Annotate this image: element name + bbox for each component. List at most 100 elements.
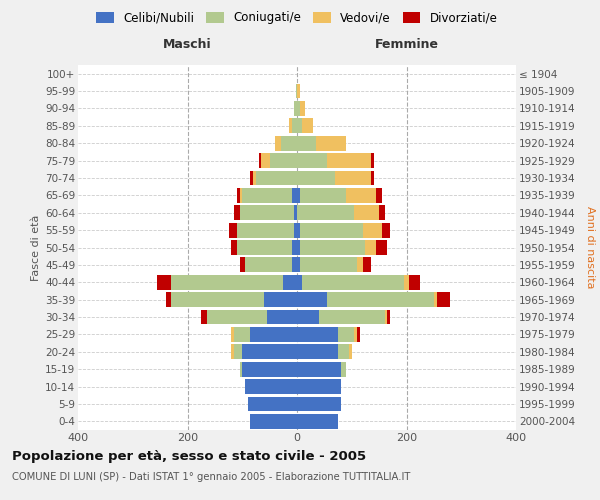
Bar xyxy=(362,258,371,272)
Bar xyxy=(237,222,294,238)
Bar xyxy=(371,153,374,168)
Bar xyxy=(297,206,355,220)
Bar xyxy=(297,379,341,394)
Bar xyxy=(355,327,357,342)
Bar xyxy=(357,327,360,342)
Bar xyxy=(297,292,327,307)
Y-axis label: Fasce di età: Fasce di età xyxy=(31,214,41,280)
Bar xyxy=(206,310,267,324)
Bar xyxy=(234,206,239,220)
Text: Popolazione per età, sesso e stato civile - 2005: Popolazione per età, sesso e stato civil… xyxy=(12,450,366,463)
Bar xyxy=(237,188,239,202)
Bar xyxy=(319,310,385,324)
Bar xyxy=(327,292,434,307)
Bar xyxy=(256,170,297,186)
Text: Maschi: Maschi xyxy=(163,38,212,51)
Bar xyxy=(297,153,327,168)
Bar xyxy=(357,258,363,272)
Bar xyxy=(242,362,297,376)
Legend: Celibi/Nubili, Coniugati/e, Vedovi/e, Divorziati/e: Celibi/Nubili, Coniugati/e, Vedovi/e, Di… xyxy=(94,9,500,26)
Bar xyxy=(300,222,362,238)
Bar xyxy=(297,310,319,324)
Bar xyxy=(237,240,292,255)
Bar xyxy=(379,206,385,220)
Bar xyxy=(275,136,281,150)
Bar xyxy=(297,136,316,150)
Bar xyxy=(232,240,237,255)
Bar xyxy=(362,222,382,238)
Bar xyxy=(409,275,420,289)
Bar xyxy=(239,258,245,272)
Bar xyxy=(283,275,297,289)
Bar xyxy=(385,310,388,324)
Bar xyxy=(289,118,292,133)
Bar xyxy=(297,118,302,133)
Text: COMUNE DI LUNI (SP) - Dati ISTAT 1° gennaio 2005 - Elaborazione TUTTITALIA.IT: COMUNE DI LUNI (SP) - Dati ISTAT 1° genn… xyxy=(12,472,410,482)
Bar xyxy=(166,292,171,307)
Bar xyxy=(171,292,264,307)
Bar xyxy=(232,344,234,359)
Bar xyxy=(365,240,376,255)
Bar xyxy=(253,170,256,186)
Bar xyxy=(242,188,292,202)
Bar xyxy=(264,292,297,307)
Y-axis label: Anni di nascita: Anni di nascita xyxy=(585,206,595,289)
Bar xyxy=(376,240,388,255)
Bar xyxy=(292,188,297,202)
Bar xyxy=(297,188,300,202)
Bar xyxy=(294,206,297,220)
Bar xyxy=(297,414,338,428)
Bar xyxy=(229,222,237,238)
Bar xyxy=(297,170,335,186)
Bar xyxy=(297,84,300,98)
Bar xyxy=(300,258,357,272)
Bar xyxy=(388,310,390,324)
Bar xyxy=(294,222,297,238)
Bar xyxy=(232,327,234,342)
Bar xyxy=(250,327,297,342)
Bar xyxy=(171,275,283,289)
Bar xyxy=(346,188,376,202)
Bar xyxy=(382,222,390,238)
Bar xyxy=(300,240,365,255)
Bar xyxy=(234,327,250,342)
Bar xyxy=(269,153,297,168)
Bar xyxy=(294,101,297,116)
Bar xyxy=(281,136,297,150)
Bar xyxy=(297,240,300,255)
Bar xyxy=(404,275,409,289)
Bar xyxy=(259,153,262,168)
Bar xyxy=(355,206,379,220)
Bar xyxy=(201,310,206,324)
Bar xyxy=(239,206,294,220)
Bar xyxy=(341,362,346,376)
Bar xyxy=(302,118,313,133)
Bar xyxy=(245,258,292,272)
Bar xyxy=(349,344,352,359)
Bar xyxy=(292,240,297,255)
Bar xyxy=(242,344,297,359)
Bar xyxy=(300,101,305,116)
Bar xyxy=(292,258,297,272)
Bar xyxy=(267,310,297,324)
Bar xyxy=(296,84,297,98)
Bar xyxy=(338,327,355,342)
Bar xyxy=(434,292,437,307)
Bar xyxy=(297,344,338,359)
Bar xyxy=(371,170,374,186)
Bar xyxy=(327,153,371,168)
Bar xyxy=(250,414,297,428)
Bar xyxy=(157,275,171,289)
Bar xyxy=(239,362,242,376)
Bar xyxy=(300,188,346,202)
Bar xyxy=(292,118,297,133)
Bar xyxy=(376,188,382,202)
Bar xyxy=(297,275,302,289)
Bar xyxy=(297,327,338,342)
Bar xyxy=(262,153,269,168)
Bar xyxy=(297,362,341,376)
Bar xyxy=(335,170,371,186)
Bar xyxy=(250,170,253,186)
Bar xyxy=(437,292,450,307)
Bar xyxy=(302,275,404,289)
